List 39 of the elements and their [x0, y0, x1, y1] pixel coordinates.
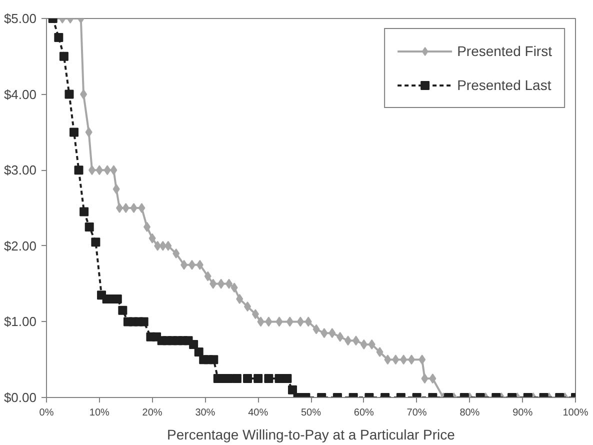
point — [264, 374, 274, 384]
point — [84, 222, 94, 232]
x-tick-label: 50% — [300, 408, 322, 418]
point — [288, 385, 297, 394]
x-tick-label: 70% — [406, 408, 427, 418]
point — [59, 52, 68, 61]
point — [232, 374, 242, 384]
point — [282, 374, 292, 384]
y-tick-label: $5.00 — [4, 11, 37, 26]
point — [64, 90, 74, 99]
point — [91, 238, 100, 247]
legend-label: Presented First — [457, 43, 552, 59]
x-tick-label: 60% — [354, 408, 374, 418]
point — [243, 374, 252, 384]
point — [209, 355, 218, 364]
point — [80, 207, 89, 216]
y-tick-label: $0.00 — [4, 390, 37, 405]
y-tick-label: $4.00 — [4, 86, 37, 102]
x-axis-title: Percentage Willing-to-Pay at a Particular Price — [167, 426, 456, 442]
point — [194, 348, 204, 357]
point — [254, 374, 263, 384]
x-tick-label: 80% — [460, 408, 480, 418]
x-tick-label: 40% — [248, 408, 268, 418]
point — [118, 306, 128, 315]
legend-label: Presented Last — [457, 77, 552, 93]
x-tick-label: 100% — [562, 408, 588, 418]
x-tick-label: 10% — [89, 408, 110, 418]
y-tick-label: $3.00 — [4, 162, 37, 178]
point — [54, 32, 64, 42]
point — [139, 317, 148, 326]
point — [74, 166, 84, 175]
y-tick-label: $1.00 — [4, 314, 37, 330]
x-tick-label: 30% — [195, 408, 216, 418]
y-tick-label: $2.00 — [4, 238, 37, 254]
point — [70, 128, 79, 137]
x-tick-label: 20% — [142, 408, 162, 418]
x-tick-label: 90% — [512, 408, 533, 418]
x-tick-label: 0% — [39, 408, 54, 418]
point — [189, 340, 198, 349]
